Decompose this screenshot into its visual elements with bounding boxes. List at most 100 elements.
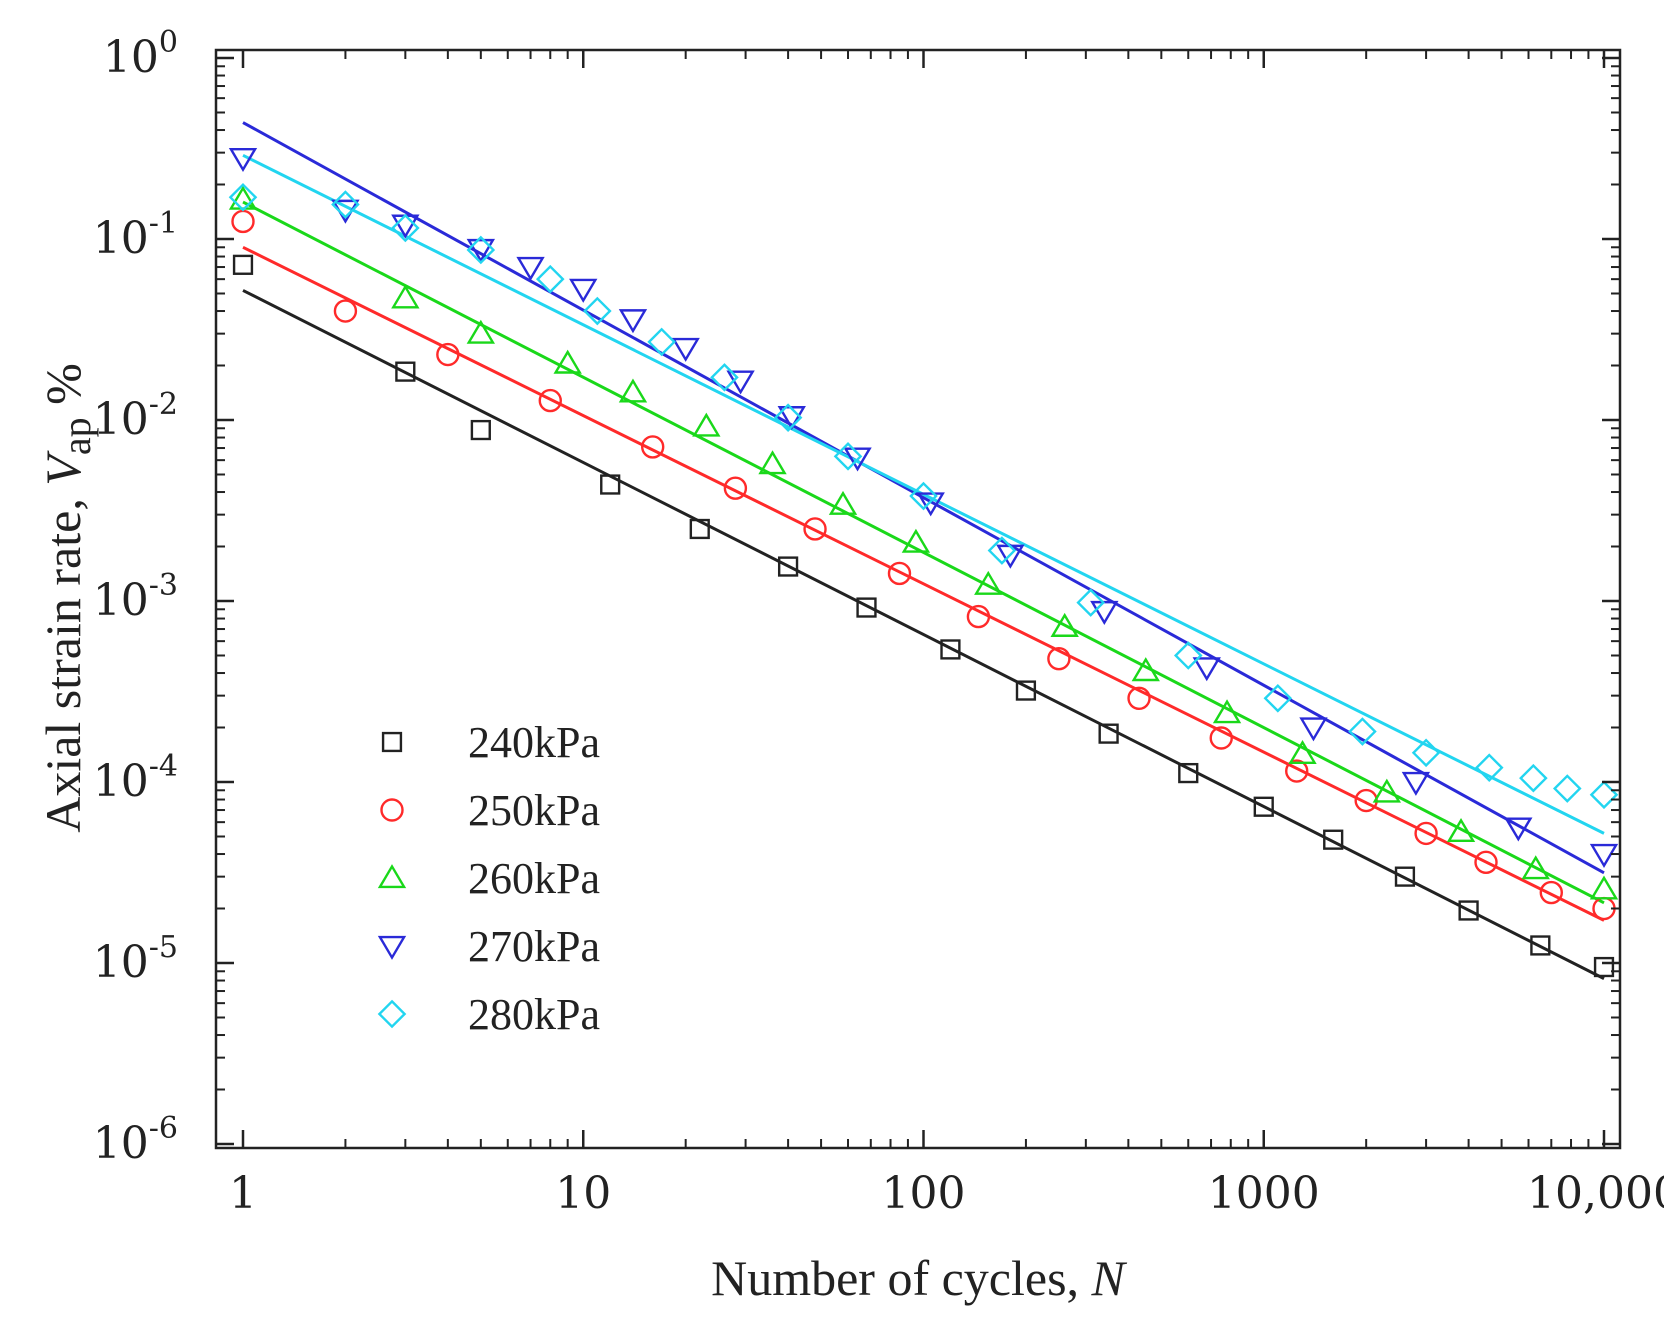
data-point-280kpa	[535, 264, 565, 294]
y-axis-title-symbol: V	[35, 450, 91, 486]
data-point-260kpa	[1131, 657, 1160, 682]
data-point-270kpa	[569, 278, 598, 303]
plot-frame	[214, 48, 1622, 1150]
legend-label-240kpa: 240kPa	[468, 718, 600, 767]
legend-marker-240kpa	[381, 731, 403, 753]
y-tick-label: 100	[103, 25, 178, 83]
data-point-280kpa	[773, 403, 803, 432]
data-point-260kpa	[1288, 739, 1317, 765]
data-point-260kpa	[1521, 855, 1550, 880]
data-point-280kpa	[710, 363, 739, 392]
y-tick-exponent: -4	[149, 749, 178, 784]
data-point-280kpa	[228, 182, 258, 212]
data-point-260kpa	[901, 528, 931, 553]
y-axis-title-text: Axial strain rate,	[35, 486, 91, 833]
data-point-240kpa	[1098, 723, 1119, 744]
legend: 240kPa 250kPa 260kPa 270kPa 280kPa	[377, 718, 600, 1039]
data-point-270kpa	[466, 238, 496, 263]
data-point-240kpa	[1253, 796, 1274, 817]
legend-label-260kpa: 260kPa	[468, 854, 600, 903]
data-point-280kpa	[1519, 763, 1548, 793]
y-tick-base: 10	[93, 937, 149, 988]
data-point-240kpa	[1593, 956, 1615, 978]
data-point-260kpa	[974, 570, 1003, 595]
data-point-260kpa	[1589, 875, 1619, 900]
x-axis-title-symbol: N	[1091, 1250, 1128, 1306]
data-point-250kpa	[1047, 646, 1071, 671]
legend-marker-270kpa	[377, 935, 407, 960]
data-point-280kpa	[466, 235, 496, 265]
data-point-260kpa	[828, 490, 858, 515]
data-point-280kpa	[647, 327, 676, 357]
data-point-240kpa	[600, 474, 621, 495]
data-point-240kpa	[856, 597, 877, 618]
legend-marker-260kpa	[377, 864, 407, 889]
data-point-240kpa	[1015, 680, 1037, 701]
fit-line-240kpa	[242, 289, 1605, 980]
data-point-260kpa	[758, 450, 787, 475]
data-point-280kpa	[987, 536, 1017, 565]
legend-label-280kpa: 280kPa	[468, 990, 600, 1039]
data-point-280kpa	[331, 190, 360, 219]
data-point-240kpa	[777, 556, 799, 577]
y-tick-exponent: -5	[149, 930, 178, 965]
data-point-260kpa	[553, 349, 582, 374]
data-markers	[228, 147, 1619, 978]
data-point-260kpa	[618, 378, 648, 403]
data-point-250kpa	[641, 435, 665, 459]
data-point-280kpa	[391, 213, 420, 243]
data-point-240kpa	[940, 639, 961, 660]
data-point-250kpa	[538, 388, 562, 413]
data-point-240kpa	[232, 254, 254, 275]
x-axis-title-text: Number of cycles,	[711, 1250, 1091, 1306]
data-point-270kpa	[1504, 817, 1533, 842]
y-tick-base: 10	[93, 756, 149, 807]
y-axis-title-unit: %	[35, 363, 91, 417]
y-tick-label: 10-1	[93, 206, 178, 264]
data-point-250kpa	[887, 561, 912, 586]
data-point-240kpa	[395, 361, 416, 382]
x-tick-label: 1	[229, 1168, 257, 1219]
data-point-280kpa	[1076, 588, 1105, 617]
y-tick-label: 10-6	[93, 1111, 178, 1169]
data-point-270kpa	[1192, 657, 1221, 682]
legend-marker-280kpa	[377, 999, 407, 1029]
data-point-270kpa	[1589, 843, 1619, 868]
fit-line-250kpa	[242, 245, 1605, 922]
y-axis-title-subscript: ap	[54, 417, 99, 455]
y-tick-base: 10	[93, 213, 149, 264]
data-point-250kpa	[333, 299, 358, 323]
data-point-250kpa	[966, 604, 991, 629]
y-tick-exponent: -1	[149, 206, 178, 241]
data-point-280kpa	[1263, 684, 1293, 713]
y-axis-title: Axial strain rate, Vap %	[35, 363, 99, 833]
data-point-250kpa	[803, 517, 827, 541]
y-tick-exponent: 0	[159, 25, 178, 60]
data-point-270kpa	[618, 309, 648, 334]
x-tick-label: 1000	[1208, 1168, 1320, 1219]
x-tick-label: 10	[555, 1168, 611, 1219]
data-point-260kpa	[1372, 778, 1402, 803]
data-point-280kpa	[1474, 753, 1504, 782]
data-point-270kpa	[228, 147, 258, 172]
axes: 110100100010,00010010-110-210-310-410-51…	[93, 25, 1664, 1219]
y-tick-label: 10-3	[93, 568, 178, 626]
data-point-260kpa	[1446, 817, 1476, 843]
y-tick-exponent: -2	[149, 387, 178, 422]
data-point-240kpa	[1323, 829, 1344, 850]
data-point-280kpa	[833, 442, 863, 471]
data-point-250kpa	[1285, 759, 1309, 783]
data-point-270kpa	[516, 256, 545, 281]
data-point-270kpa	[843, 447, 872, 472]
legend-label-250kpa: 250kPa	[468, 786, 600, 835]
data-point-260kpa	[1212, 699, 1242, 724]
data-point-270kpa	[916, 492, 945, 517]
data-point-270kpa	[726, 370, 755, 395]
data-point-240kpa	[1394, 866, 1416, 887]
data-point-270kpa	[671, 337, 700, 362]
y-tick-base: 10	[93, 394, 149, 445]
data-point-260kpa	[391, 284, 420, 309]
x-tick-label: 10,000	[1527, 1168, 1664, 1219]
data-point-250kpa	[436, 342, 460, 367]
